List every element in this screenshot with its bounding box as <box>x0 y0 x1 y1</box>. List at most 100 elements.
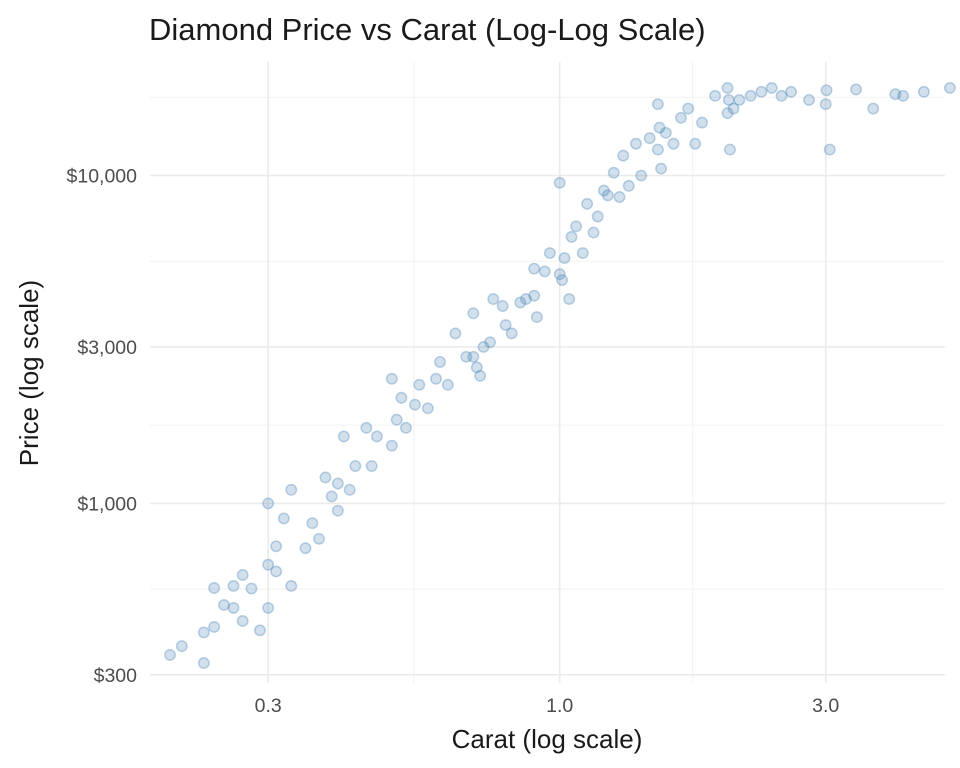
scatter-point <box>722 94 735 106</box>
scatter-point <box>262 601 275 614</box>
scatter-point <box>565 230 578 243</box>
scatter-point <box>487 293 500 306</box>
scatter-point <box>721 107 734 120</box>
scatter-point <box>553 176 566 189</box>
x-tick-label: 3.0 <box>812 695 839 717</box>
scatter-point <box>477 341 490 353</box>
scatter-point <box>313 532 325 545</box>
scatter-point <box>270 540 283 553</box>
scatter-point <box>775 89 788 102</box>
scatter-point <box>208 582 221 594</box>
scatter-point <box>505 327 518 340</box>
scatter-point <box>820 84 833 97</box>
scatter-point <box>556 274 569 286</box>
scatter-point <box>331 477 344 490</box>
scatter-point <box>360 421 373 434</box>
scatter-point <box>319 471 332 484</box>
scatter-point <box>635 169 648 182</box>
scatter-point <box>563 293 576 306</box>
scatter-point <box>343 483 356 496</box>
scatter-point <box>467 307 480 320</box>
scatter-point <box>724 143 736 156</box>
scatter-point <box>270 565 283 578</box>
scatter-point <box>434 356 446 368</box>
scatter-point <box>651 98 664 111</box>
scatter-point <box>558 252 571 265</box>
x-axis-title: Carat (log scale) <box>452 724 643 754</box>
scatter-point <box>917 85 930 98</box>
scatter-point <box>581 197 594 210</box>
scatter-point <box>441 378 454 391</box>
scatter-point <box>385 372 398 385</box>
scatter-point <box>613 191 626 203</box>
scatter-point <box>385 439 398 452</box>
scatter-point <box>467 350 480 363</box>
scatter-point <box>727 102 740 115</box>
scatter-point <box>197 626 210 639</box>
scatter-point <box>408 398 421 411</box>
scatter-point <box>370 430 383 443</box>
scatter-point <box>460 350 473 363</box>
scatter-point <box>721 81 734 94</box>
scatter-point <box>943 81 956 94</box>
scatter-point <box>236 614 249 627</box>
scatter-point <box>349 460 362 472</box>
scatter-point <box>733 94 746 106</box>
scatter-point <box>421 402 434 415</box>
y-tick-label: $1,000 <box>77 493 137 515</box>
scatter-point <box>299 542 312 555</box>
scatter-point <box>850 83 862 96</box>
scatter-point <box>655 162 668 175</box>
scatter-point <box>413 378 426 391</box>
scatter-point <box>164 648 176 661</box>
scatter-point <box>325 490 338 503</box>
scatter-point <box>755 85 768 98</box>
scatter-point <box>390 413 403 426</box>
scatter-point <box>306 517 319 530</box>
scatter-point <box>236 569 249 581</box>
scatter-point <box>823 143 836 156</box>
scatter-point <box>395 391 408 404</box>
scatter-point <box>785 85 798 98</box>
scatter-point <box>208 620 221 633</box>
x-tick-label: 1.0 <box>546 695 573 717</box>
scatter-point <box>889 88 902 101</box>
scatter-point <box>337 430 350 443</box>
scatter-point <box>803 94 815 106</box>
scatter-point <box>591 210 604 223</box>
scatter-point <box>528 289 541 302</box>
scatter-point <box>553 268 566 281</box>
scatter-point <box>601 189 614 202</box>
scatter-point <box>709 89 722 102</box>
scatter-point <box>587 226 600 239</box>
scatter-point <box>696 116 708 129</box>
scatter-point <box>262 497 275 510</box>
scatter-point <box>484 336 496 349</box>
scatter-point <box>543 247 556 260</box>
scatter-point <box>514 296 527 309</box>
scatter-point <box>430 372 442 385</box>
scatter-point <box>496 300 509 312</box>
scatter-point <box>365 460 378 472</box>
scatter-point <box>474 369 487 382</box>
scatter-point <box>449 327 462 340</box>
scatter-point <box>227 601 240 614</box>
scatter-point <box>897 89 910 102</box>
scatter-point <box>175 640 188 653</box>
scatter-point <box>227 580 240 592</box>
scatter-point <box>538 265 551 278</box>
x-axis-ticks: 0.3 1.0 3.0 <box>255 695 840 717</box>
scatter-point <box>470 361 483 374</box>
scatter-point <box>765 81 778 94</box>
scatter-point <box>570 220 583 233</box>
scatter-point <box>659 126 672 139</box>
scatter-point <box>277 512 290 525</box>
y-tick-label: $10,000 <box>67 166 138 188</box>
scatter-point <box>400 421 412 434</box>
scatter-point <box>651 143 664 156</box>
scatter-point <box>643 132 656 145</box>
scatter-point <box>597 184 610 197</box>
scatter-point <box>530 311 543 324</box>
scatter-point <box>819 98 832 111</box>
